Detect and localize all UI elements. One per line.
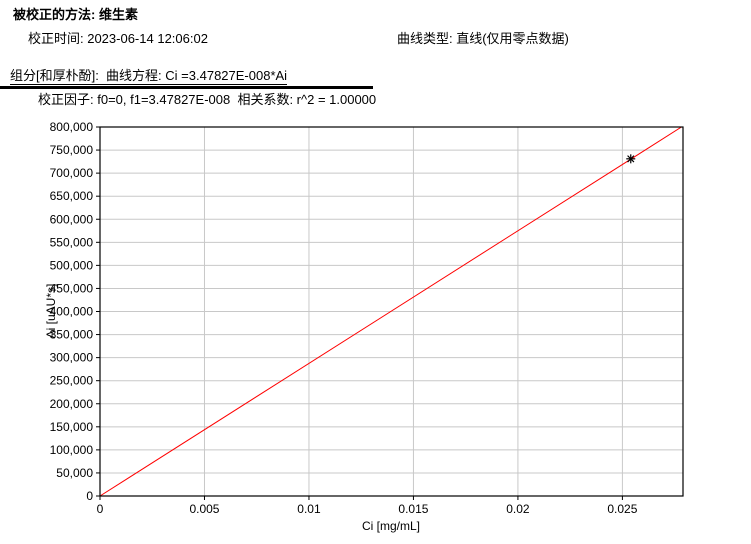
y-tick-label: 750,000: [50, 143, 94, 157]
calibration-line: [99, 126, 682, 497]
calibration-curve-plot: 0 50,000 100,000 150,000 200,000 250,000 300,0…: [44, 120, 684, 533]
y-tick-label: 600,000: [50, 212, 94, 226]
y-tick-label: 250,000: [50, 374, 94, 388]
x-tick-label: 0.01: [297, 502, 321, 516]
x-axis-title: Ci [mg/mL]: [362, 519, 420, 533]
calibration-time-label: 校正时间: 2023-06-14 12:06:02: [28, 31, 208, 46]
marker-arm: [627, 155, 635, 163]
y-tick-label: 800,000: [50, 120, 94, 134]
y-axis-title: Ai [uAU*s]: [44, 284, 58, 339]
y-tick-label: 400,000: [50, 305, 94, 319]
calibration-curve-chart: 0 50,000 100,000 150,000 200,000 250,000 300,0…: [0, 118, 751, 544]
y-tick-label: 500,000: [50, 258, 94, 272]
y-tick-label: 150,000: [50, 420, 94, 434]
x-tick-label: 0: [97, 502, 104, 516]
y-tick-label: 200,000: [50, 397, 94, 411]
series-layer: [99, 126, 682, 497]
data-point-marker: [626, 154, 636, 164]
x-tick-label: 0.005: [189, 502, 219, 516]
y-tick-label: 50,000: [56, 466, 93, 480]
section-divider: [0, 86, 373, 89]
y-tick-label: 350,000: [50, 328, 94, 342]
x-tick-label: 0.015: [398, 502, 428, 516]
calibrated-method-title: 被校正的方法: 维生素: [13, 7, 138, 22]
axis-layer: [96, 126, 684, 500]
component-equation-label: 组分[和厚朴酚]: 曲线方程: Ci =3.47827E-008*Ai: [10, 68, 288, 85]
curve-type-label: 曲线类型: 直线(仅用零点数据): [397, 31, 569, 46]
y-tick-label: 700,000: [50, 166, 94, 180]
y-tick-label: 550,000: [50, 235, 94, 249]
y-tick-label: 100,000: [50, 443, 94, 457]
y-tick-label: 650,000: [50, 189, 94, 203]
x-tick-label: 0.02: [506, 502, 530, 516]
y-tick-label: 0: [86, 489, 93, 503]
x-tick-label: 0.025: [607, 502, 637, 516]
correction-factor-label: 校正因子: f0=0, f1=3.47827E-008 相关系数: r^2 = …: [38, 92, 377, 107]
grid-layer: [100, 126, 683, 496]
y-tick-label: 300,000: [50, 351, 94, 365]
tick-label-layer: 0 50,000 100,000 150,000 200,000 250,000 300,0…: [50, 120, 638, 516]
y-tick-label: 450,000: [50, 281, 94, 295]
